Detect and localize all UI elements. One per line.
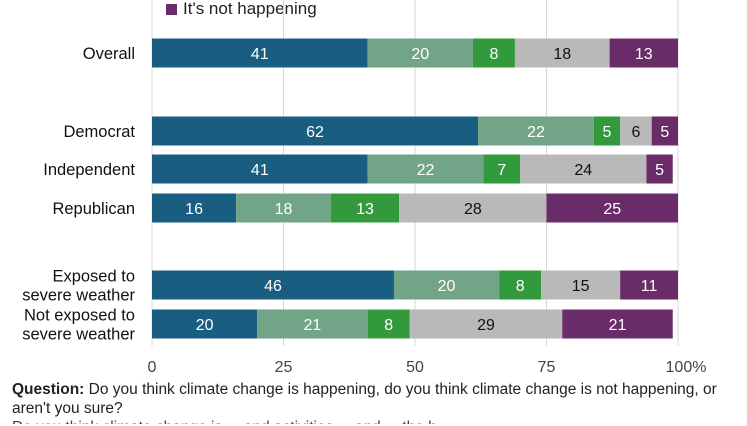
x-tick-label-4: 100% <box>666 359 707 376</box>
bar-not-exposed-to-severe-weather-segment-4 <box>562 309 673 339</box>
data-label-overall-segment-0: 41 <box>251 46 269 63</box>
category-label-not-exposed-to-severe-weather: Not exposed to severe weather <box>22 307 135 344</box>
bar-republican-segment-2 <box>330 193 400 223</box>
bar-democrat-segment-3 <box>620 116 652 146</box>
bar-exposed-to-severe-weather-segment-2 <box>499 270 542 300</box>
bar-not-exposed-to-severe-weather-segment-2 <box>367 309 410 339</box>
data-label-not-exposed-to-severe-weather-segment-0: 20 <box>196 317 214 334</box>
data-label-democrat-segment-2: 5 <box>603 124 612 141</box>
bar-overall-segment-0 <box>152 38 368 68</box>
data-label-exposed-to-severe-weather-segment-0: 46 <box>264 278 282 295</box>
data-label-democrat-segment-0: 62 <box>306 124 324 141</box>
x-tick-label-1: 25 <box>275 359 293 376</box>
bar-republican-segment-1 <box>236 193 331 223</box>
bar-exposed-to-severe-weather-segment-4 <box>620 270 678 300</box>
chart-caption: Question: Do you think climate change is… <box>12 380 737 424</box>
stacked-bar-chart: 41 20 8 18 13 Overall 62 22 5 6 5 Democrat 41 22 7 24 5 I… <box>22 0 707 376</box>
bar-not-exposed-to-severe-weather-segment-1 <box>257 309 368 339</box>
bar-independent-segment-2 <box>483 154 521 184</box>
bar-independent-segment-4 <box>646 154 673 184</box>
data-label-democrat-segment-4: 5 <box>660 124 669 141</box>
data-label-not-exposed-to-severe-weather-segment-2: 8 <box>384 317 393 334</box>
legend-swatch-its-not-happening <box>166 3 177 15</box>
data-label-overall-segment-1: 20 <box>411 46 429 63</box>
caption-question-text: Do you think climate change is happening… <box>12 381 717 417</box>
data-label-overall-segment-3: 18 <box>553 46 571 63</box>
data-label-democrat-segment-3: 6 <box>631 124 640 141</box>
data-label-republican-segment-0: 16 <box>185 201 203 218</box>
bar-not-exposed-to-severe-weather-segment-0 <box>152 309 258 339</box>
data-label-independent-segment-4: 5 <box>655 162 664 179</box>
data-label-independent-segment-3: 24 <box>574 162 592 179</box>
data-label-republican-segment-2: 13 <box>356 201 374 218</box>
bar-democrat-segment-0 <box>152 116 479 146</box>
category-label-independent: Independent <box>43 161 135 179</box>
data-label-not-exposed-to-severe-weather-segment-3: 29 <box>477 317 495 334</box>
data-label-republican-segment-3: 28 <box>464 201 482 218</box>
bar-democrat-segment-1 <box>478 116 594 146</box>
category-label-democrat: Democrat <box>63 123 135 141</box>
data-label-exposed-to-severe-weather-segment-4: 11 <box>641 278 658 295</box>
data-label-not-exposed-to-severe-weather-segment-4: 21 <box>609 317 627 334</box>
caption-cut-line: Do you think climate change is ... and a… <box>12 418 737 424</box>
bar-republican-segment-4 <box>546 193 678 223</box>
bar-independent-segment-1 <box>367 154 484 184</box>
data-label-democrat-segment-1: 22 <box>527 124 545 141</box>
data-label-republican-segment-4: 25 <box>603 201 621 218</box>
data-label-exposed-to-severe-weather-segment-1: 20 <box>438 278 456 295</box>
data-label-overall-segment-4: 13 <box>635 46 653 63</box>
bar-exposed-to-severe-weather-segment-3 <box>541 270 621 300</box>
bar-independent-segment-3 <box>520 154 647 184</box>
caption-question-label: Question: <box>12 381 85 398</box>
bar-exposed-to-severe-weather-segment-0 <box>152 270 394 300</box>
data-label-not-exposed-to-severe-weather-segment-1: 21 <box>304 317 322 334</box>
category-label-republican: Republican <box>52 200 135 218</box>
data-label-independent-segment-2: 7 <box>497 162 506 179</box>
bar-democrat-segment-2 <box>593 116 621 146</box>
category-label-overall: Overall <box>83 45 135 63</box>
x-tick-label-2: 50 <box>406 359 424 376</box>
x-tick-label-0: 0 <box>148 359 157 376</box>
bar-overall-segment-2 <box>472 38 515 68</box>
data-label-exposed-to-severe-weather-segment-2: 8 <box>516 278 525 295</box>
bar-republican-segment-0 <box>152 193 237 223</box>
bar-not-exposed-to-severe-weather-segment-3 <box>409 309 563 339</box>
data-label-overall-segment-2: 8 <box>489 46 498 63</box>
category-label-exposed-to-severe-weather: Exposed to severe weather <box>22 268 135 305</box>
x-tick-label-3: 75 <box>538 359 556 376</box>
bar-exposed-to-severe-weather-segment-1 <box>393 270 500 300</box>
data-label-independent-segment-1: 22 <box>417 162 435 179</box>
bar-republican-segment-3 <box>399 193 547 223</box>
data-label-exposed-to-severe-weather-segment-3: 15 <box>572 278 590 295</box>
data-label-republican-segment-1: 18 <box>275 201 293 218</box>
bar-independent-segment-0 <box>152 154 368 184</box>
data-label-independent-segment-0: 41 <box>251 162 269 179</box>
bar-overall-segment-4 <box>609 38 678 68</box>
bar-overall-segment-3 <box>514 38 610 68</box>
bar-democrat-segment-4 <box>651 116 678 146</box>
bar-overall-segment-1 <box>367 38 473 68</box>
